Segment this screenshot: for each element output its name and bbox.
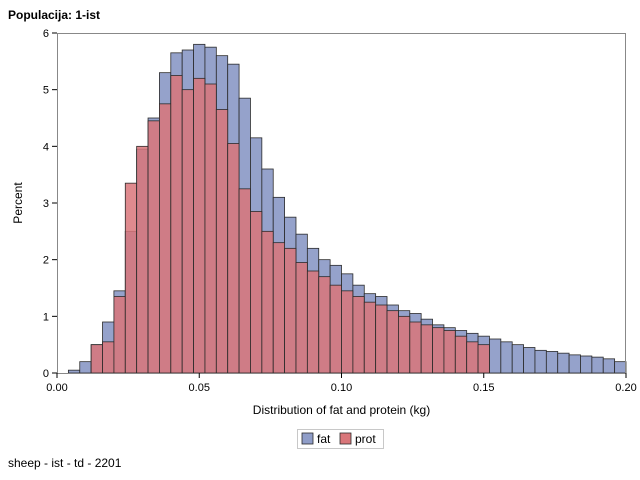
bar-prot-1 xyxy=(102,341,115,374)
bar-prot-8 xyxy=(181,89,194,374)
bar-fat-47 xyxy=(602,358,616,374)
bar-prot-17 xyxy=(284,247,297,374)
x-tick-label-2: 0.10 xyxy=(331,382,352,394)
footnote: sheep - ist - td - 2201 xyxy=(8,456,122,470)
bar-fat-1 xyxy=(79,361,92,374)
bar-prot-21 xyxy=(329,284,342,374)
bar-prot-10 xyxy=(204,83,217,374)
x-tick-label-4: 0.20 xyxy=(615,382,636,394)
bar-fat-40 xyxy=(523,347,536,374)
bar-prot-12 xyxy=(227,143,240,374)
y-axis-label: Percent xyxy=(11,182,25,224)
y-tick-label-6: 6 xyxy=(43,28,49,40)
bar-prot-11 xyxy=(215,109,229,374)
population-title: Populacija: 1-ist xyxy=(8,8,101,22)
bar-fat-39 xyxy=(511,344,524,374)
bar-prot-22 xyxy=(341,290,354,374)
bar-prot-18 xyxy=(295,262,308,374)
bar-fat-44 xyxy=(568,354,581,374)
bar-prot-23 xyxy=(352,296,365,374)
legend-label-fat: fat xyxy=(317,432,331,446)
bar-prot-27 xyxy=(397,315,411,374)
y-tick-label-4: 4 xyxy=(43,141,49,153)
y-axis: 0 1 2 3 4 5 6 xyxy=(43,28,57,380)
bar-prot-20 xyxy=(318,276,331,374)
bar-fat-43 xyxy=(557,352,570,374)
bar-prot-4 xyxy=(136,145,149,374)
y-tick-label-0: 0 xyxy=(43,368,49,380)
x-tick-label-0: 0.00 xyxy=(46,382,67,394)
bar-prot-3 xyxy=(124,182,138,374)
y-tick-label-3: 3 xyxy=(43,198,49,210)
bar-prot-25 xyxy=(375,304,388,374)
bar-prot-34 xyxy=(477,344,490,374)
bar-prot-29 xyxy=(420,324,433,374)
bar-prot-9 xyxy=(193,77,206,374)
bar-prot-5 xyxy=(147,120,160,374)
bar-fat-46 xyxy=(591,356,604,374)
legend: fat prot xyxy=(297,429,384,449)
bar-prot-15 xyxy=(261,230,274,374)
bar-fat-41 xyxy=(534,349,547,374)
bar-prot-13 xyxy=(238,188,251,374)
bar-prot-33 xyxy=(466,341,479,374)
legend-swatch-prot xyxy=(339,432,352,445)
bar-fat-48 xyxy=(614,361,627,374)
x-tick-label-3: 0.15 xyxy=(473,382,494,394)
bar-prot-28 xyxy=(409,321,422,374)
bar-prot-7 xyxy=(170,75,183,374)
series-prot-bars xyxy=(90,75,490,374)
x-axis-label: Distribution of fat and protein (kg) xyxy=(253,403,430,417)
bar-prot-6 xyxy=(159,103,172,374)
bar-prot-32 xyxy=(454,335,468,374)
bar-prot-26 xyxy=(386,310,399,374)
y-tick-label-1: 1 xyxy=(43,311,49,323)
x-axis: 0.00 0.05 0.10 0.15 0.20 xyxy=(46,373,637,394)
bar-fat-0 xyxy=(67,369,81,374)
legend-label-prot: prot xyxy=(355,432,376,446)
bar-fat-37 xyxy=(489,338,502,374)
bar-prot-31 xyxy=(443,330,456,374)
y-tick-label-5: 5 xyxy=(43,85,49,97)
bar-fat-42 xyxy=(545,351,559,374)
bar-prot-16 xyxy=(272,242,286,374)
x-tick-label-1: 0.05 xyxy=(189,382,210,394)
y-tick-label-2: 2 xyxy=(43,255,49,267)
legend-swatch-fat xyxy=(301,432,314,445)
bar-fat-45 xyxy=(580,355,593,374)
bar-prot-0 xyxy=(90,344,103,374)
bar-prot-14 xyxy=(250,211,263,374)
bar-prot-30 xyxy=(432,327,445,374)
bar-prot-24 xyxy=(363,301,377,374)
bar-prot-2 xyxy=(113,296,126,374)
bar-fat-38 xyxy=(500,341,513,374)
bar-prot-19 xyxy=(306,270,320,374)
